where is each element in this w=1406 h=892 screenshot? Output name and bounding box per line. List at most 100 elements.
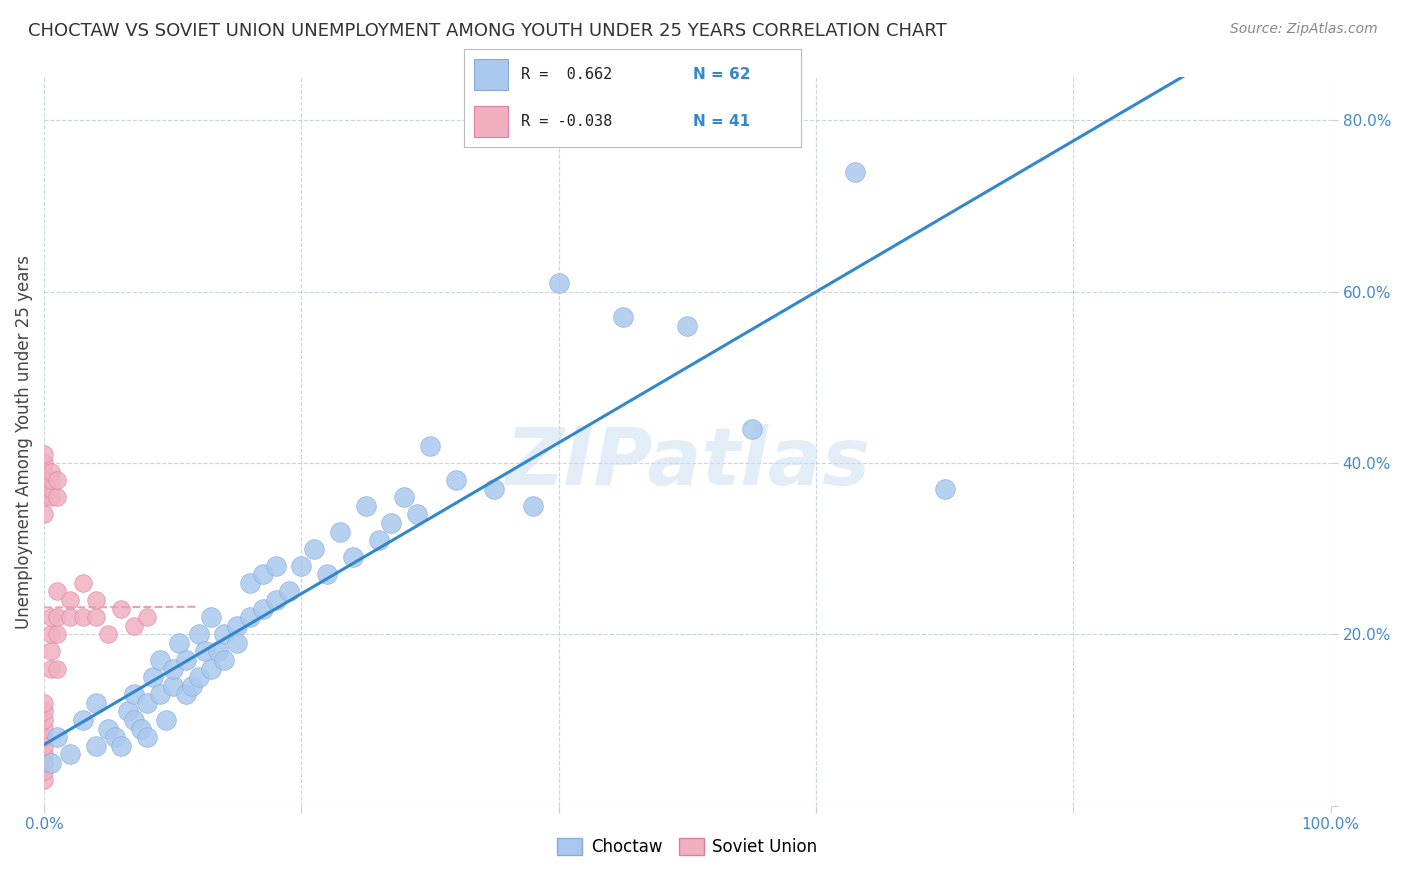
- Point: [72, 576, 94, 591]
- Point: [612, 310, 634, 325]
- Point: [367, 533, 389, 547]
- Point: [136, 696, 159, 710]
- Point: [162, 679, 184, 693]
- Point: [39, 662, 62, 676]
- Text: ZIPatlas: ZIPatlas: [505, 425, 870, 502]
- Point: [406, 508, 429, 522]
- Point: [277, 584, 299, 599]
- Point: [419, 439, 441, 453]
- Point: [32, 730, 55, 744]
- Point: [46, 730, 69, 744]
- Point: [200, 662, 222, 676]
- Point: [46, 662, 69, 676]
- Text: Source: ZipAtlas.com: Source: ZipAtlas.com: [1230, 22, 1378, 37]
- Point: [32, 739, 55, 753]
- Text: CHOCTAW VS SOVIET UNION UNEMPLOYMENT AMONG YOUTH UNDER 25 YEARS CORRELATION CHAR: CHOCTAW VS SOVIET UNION UNEMPLOYMENT AMO…: [28, 22, 946, 40]
- Text: N = 41: N = 41: [693, 114, 751, 129]
- Point: [329, 524, 352, 539]
- Point: [342, 550, 364, 565]
- Point: [142, 670, 165, 684]
- Point: [32, 456, 55, 470]
- Point: [32, 473, 55, 487]
- Point: [167, 636, 190, 650]
- Point: [200, 610, 222, 624]
- Point: [676, 318, 699, 333]
- Point: [394, 490, 416, 504]
- Legend: Choctaw, Soviet Union: Choctaw, Soviet Union: [551, 831, 824, 863]
- Point: [380, 516, 402, 530]
- Point: [304, 541, 326, 556]
- Point: [59, 747, 82, 762]
- Point: [934, 482, 956, 496]
- Point: [226, 636, 249, 650]
- Point: [207, 644, 229, 658]
- Point: [194, 644, 217, 658]
- Point: [32, 490, 55, 504]
- Point: [32, 696, 55, 710]
- Point: [84, 696, 107, 710]
- Point: [316, 567, 339, 582]
- Point: [212, 653, 235, 667]
- Point: [122, 713, 145, 727]
- Point: [844, 164, 866, 178]
- Point: [104, 730, 127, 744]
- Point: [136, 610, 159, 624]
- Point: [32, 764, 55, 779]
- Point: [39, 473, 62, 487]
- Point: [122, 619, 145, 633]
- Point: [155, 713, 177, 727]
- Point: [239, 576, 262, 591]
- Point: [741, 422, 763, 436]
- Point: [32, 482, 55, 496]
- Point: [110, 601, 132, 615]
- Point: [59, 593, 82, 607]
- Y-axis label: Unemployment Among Youth under 25 years: Unemployment Among Youth under 25 years: [15, 254, 32, 629]
- Bar: [474, 106, 508, 137]
- Point: [187, 627, 209, 641]
- Point: [39, 756, 62, 770]
- Point: [547, 276, 569, 290]
- Point: [32, 705, 55, 719]
- Point: [484, 482, 506, 496]
- Text: N = 62: N = 62: [693, 67, 751, 82]
- Point: [72, 713, 94, 727]
- Point: [354, 499, 377, 513]
- Point: [32, 756, 55, 770]
- Point: [59, 610, 82, 624]
- Point: [46, 490, 69, 504]
- Point: [212, 627, 235, 641]
- Point: [46, 610, 69, 624]
- Point: [264, 593, 287, 607]
- Point: [239, 610, 262, 624]
- Point: [84, 739, 107, 753]
- Point: [290, 558, 312, 573]
- Point: [117, 705, 139, 719]
- Point: [129, 722, 152, 736]
- Point: [122, 687, 145, 701]
- Point: [32, 508, 55, 522]
- Point: [226, 619, 249, 633]
- Point: [162, 662, 184, 676]
- Point: [84, 610, 107, 624]
- Point: [32, 447, 55, 461]
- Point: [32, 772, 55, 787]
- Point: [46, 584, 69, 599]
- Bar: [474, 59, 508, 90]
- Point: [252, 601, 274, 615]
- Point: [264, 558, 287, 573]
- Point: [136, 730, 159, 744]
- Point: [39, 610, 62, 624]
- Point: [84, 593, 107, 607]
- Point: [149, 687, 172, 701]
- Text: R =  0.662: R = 0.662: [522, 67, 613, 82]
- Point: [174, 653, 197, 667]
- Point: [110, 739, 132, 753]
- Point: [32, 722, 55, 736]
- Point: [39, 644, 62, 658]
- Point: [39, 482, 62, 496]
- Point: [46, 627, 69, 641]
- Point: [252, 567, 274, 582]
- Point: [72, 610, 94, 624]
- Point: [32, 713, 55, 727]
- Point: [32, 747, 55, 762]
